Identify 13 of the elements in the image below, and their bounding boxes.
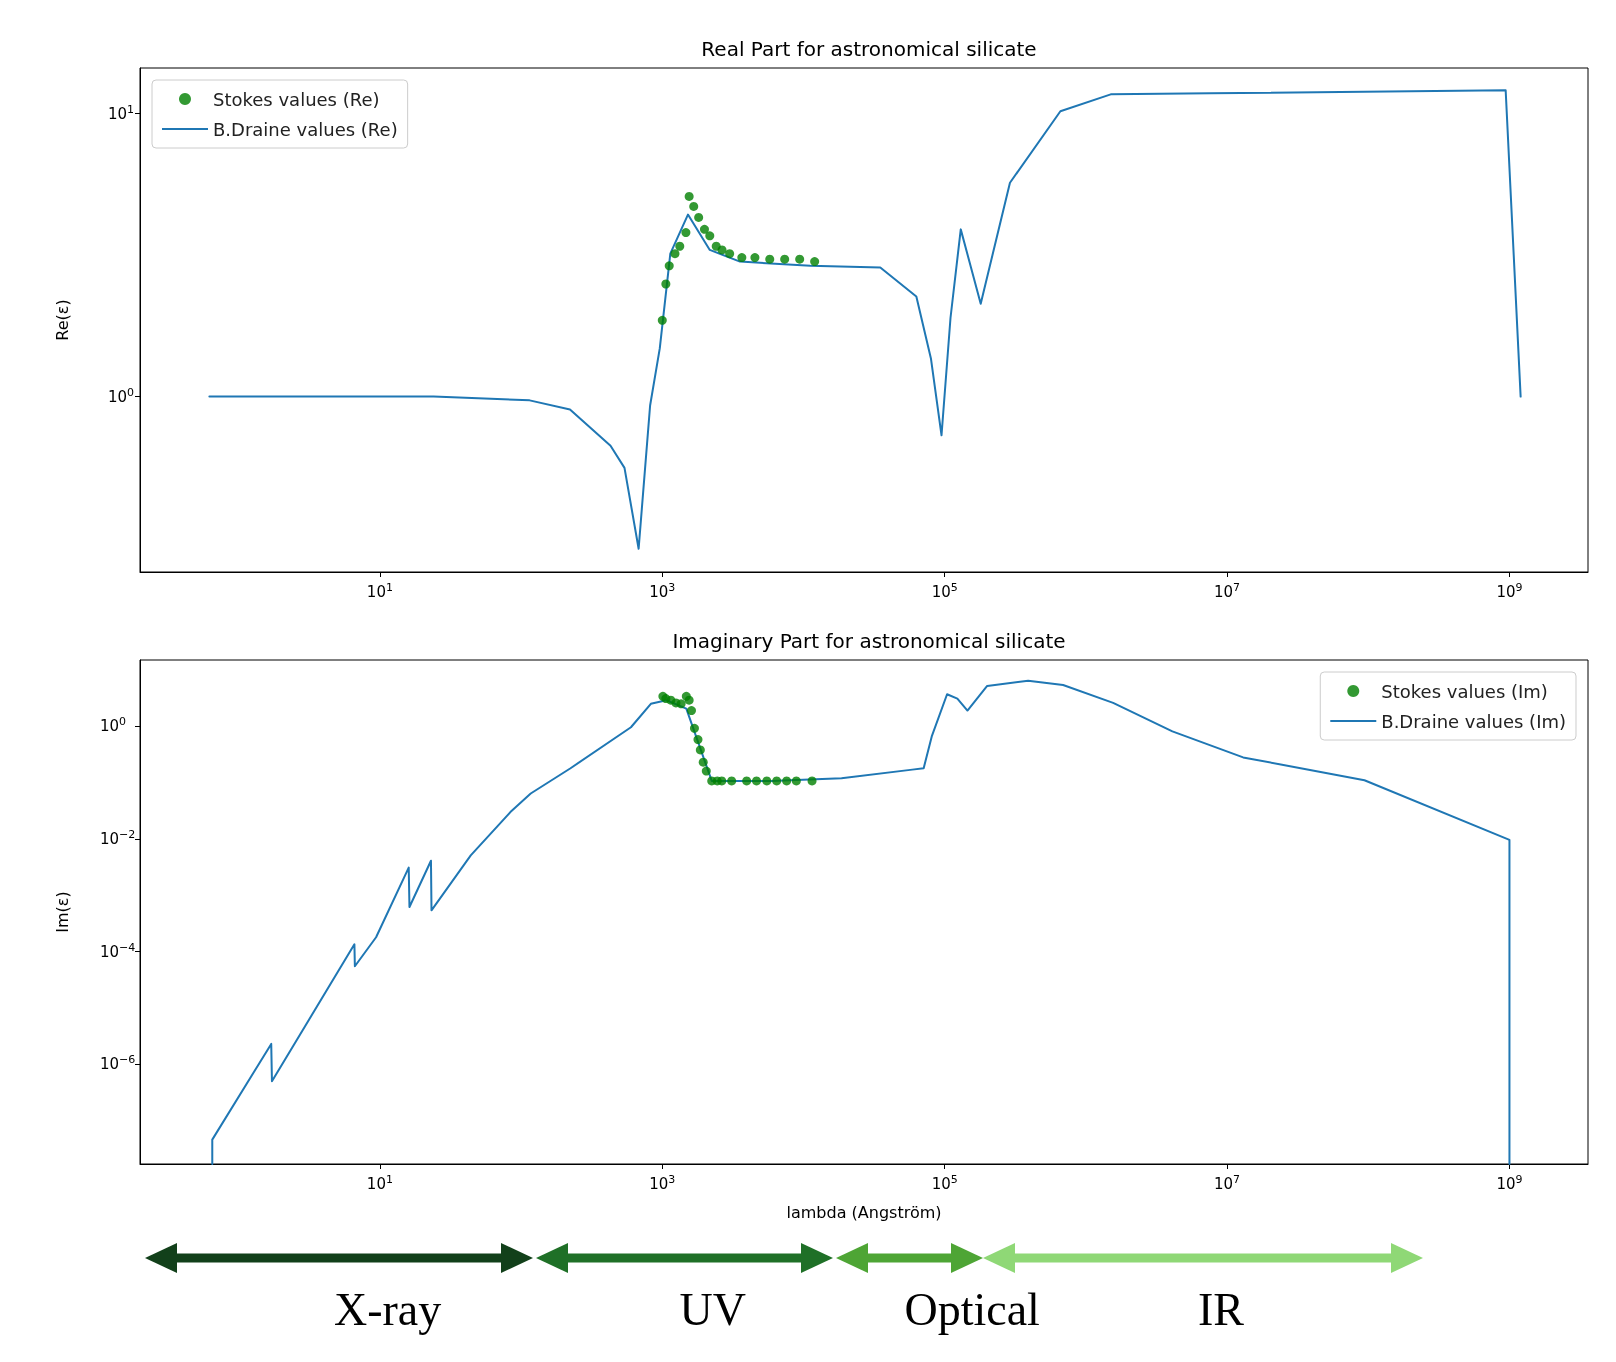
legend-label: Stokes values (Re) bbox=[213, 88, 380, 110]
legend-label: B.Draine values (Re) bbox=[213, 118, 398, 140]
chart-title: Real Part for astronomical silicate bbox=[701, 37, 1037, 61]
text: IR bbox=[1198, 1283, 1245, 1335]
legend-label: B.Draine values (Im) bbox=[1381, 710, 1567, 732]
chart-title: Imaginary Part for astronomical silicate bbox=[672, 629, 1066, 653]
text: UV bbox=[679, 1283, 746, 1335]
x-axis-title: lambda (Angström) bbox=[786, 1202, 942, 1222]
text: X-ray bbox=[334, 1283, 442, 1335]
text: Optical bbox=[904, 1283, 1040, 1335]
y-axis-title: Re(ε) bbox=[52, 299, 72, 341]
legend-label: Stokes values (Im) bbox=[1381, 680, 1548, 702]
y-axis-title: Im(ε) bbox=[52, 891, 72, 933]
